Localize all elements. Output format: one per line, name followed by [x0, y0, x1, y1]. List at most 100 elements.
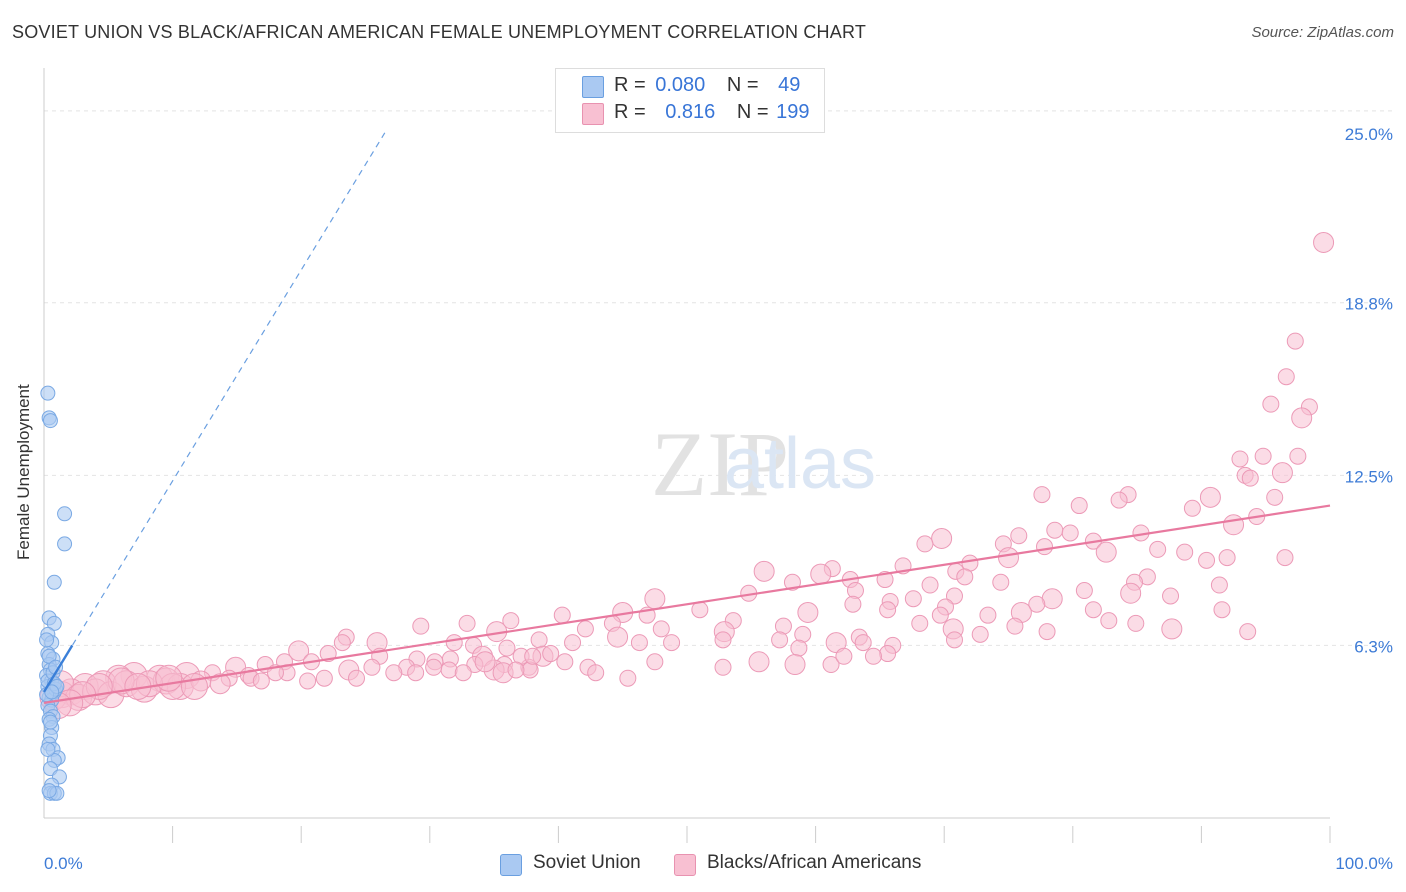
data-point-blacks — [1149, 540, 1167, 558]
data-point-soviet — [41, 783, 57, 799]
legend-n-value: 49 — [778, 74, 801, 96]
data-point-blacks — [407, 664, 425, 682]
data-point-blacks — [1010, 527, 1028, 545]
data-point-blacks — [458, 614, 476, 632]
data-point-blacks — [663, 634, 681, 652]
data-point-blacks — [1271, 462, 1293, 484]
y-tick-label: 25.0% — [1345, 125, 1393, 144]
data-point-blacks — [333, 634, 351, 652]
data-point-blacks — [587, 664, 605, 682]
data-point-blacks — [347, 669, 365, 687]
data-point-blacks — [1291, 407, 1313, 429]
data-point-blacks — [502, 612, 520, 630]
data-point-blacks — [714, 658, 732, 676]
data-point-blacks — [979, 606, 997, 624]
data-point-blacks — [1239, 623, 1257, 641]
data-point-soviet — [46, 574, 62, 590]
data-point-soviet — [46, 615, 62, 631]
series-blacks-points — [39, 231, 1335, 720]
data-point-blacks — [1161, 618, 1183, 640]
y-tick-label: 12.5% — [1345, 467, 1393, 486]
data-point-soviet — [41, 648, 57, 664]
data-point-blacks — [1176, 543, 1194, 561]
data-point-blacks — [155, 664, 183, 692]
data-point-blacks — [454, 664, 472, 682]
data-point-blacks — [530, 631, 548, 649]
data-point-soviet — [40, 385, 56, 401]
data-point-blacks — [299, 672, 317, 690]
data-point-blacks — [753, 560, 775, 582]
data-point-blacks — [1070, 497, 1088, 515]
data-point-blacks — [363, 658, 381, 676]
data-point-blacks — [440, 661, 458, 679]
data-point-blacks — [1095, 541, 1117, 563]
data-point-blacks — [1046, 521, 1064, 539]
legend-r-value: 0.080 — [655, 74, 706, 96]
legend-swatch-blacks — [582, 103, 604, 125]
data-point-blacks — [619, 669, 637, 687]
data-point-blacks — [445, 634, 463, 652]
data-point-blacks — [956, 568, 974, 586]
gridlines — [44, 110, 1394, 646]
data-point-blacks — [1033, 486, 1051, 504]
legend-n-label: N = — [736, 101, 769, 123]
data-point-soviet — [42, 714, 58, 730]
legend-swatch-soviet — [582, 76, 604, 98]
data-point-blacks — [784, 654, 806, 676]
data-point-blacks — [998, 547, 1019, 569]
data-point-blacks — [524, 647, 542, 665]
x-tick-label: 100.0% — [1335, 854, 1393, 873]
data-point-blacks — [904, 590, 922, 608]
data-point-blacks — [1262, 395, 1280, 413]
data-point-blacks — [1223, 514, 1245, 536]
data-point-blacks — [1313, 231, 1335, 253]
y-tick-label: 6.3% — [1354, 637, 1393, 656]
watermark-zip: ZIP — [651, 413, 789, 515]
data-point-blacks — [1266, 488, 1284, 506]
data-point-blacks — [425, 658, 443, 676]
data-point-blacks — [846, 582, 864, 600]
source-label: Source: ZipAtlas.com — [1251, 24, 1394, 41]
data-point-soviet — [40, 741, 56, 757]
legend-label-soviet: Soviet Union — [533, 852, 641, 873]
data-point-blacks — [1289, 447, 1307, 465]
data-point-blacks — [542, 645, 560, 663]
data-point-blacks — [931, 606, 949, 624]
data-point-blacks — [1276, 549, 1294, 567]
trend-lines — [42, 132, 1331, 704]
legend-r-label: R = — [614, 101, 646, 123]
data-point-blacks — [945, 631, 963, 649]
data-point-blacks — [1241, 469, 1259, 487]
data-point-blacks — [1199, 486, 1221, 508]
data-point-blacks — [822, 656, 840, 674]
data-point-blacks — [1120, 582, 1142, 604]
chart-title: SOVIET UNION VS BLACK/AFRICAN AMERICAN F… — [12, 22, 867, 42]
data-point-blacks — [916, 535, 934, 553]
data-point-blacks — [854, 634, 872, 652]
data-point-blacks — [1127, 614, 1145, 632]
data-point-blacks — [1006, 617, 1024, 635]
trend-line-blacks — [43, 504, 1331, 704]
data-point-blacks — [556, 653, 574, 671]
data-point-blacks — [315, 669, 333, 687]
data-point-blacks — [864, 647, 882, 665]
data-point-blacks — [931, 527, 953, 549]
data-point-blacks — [1183, 499, 1201, 517]
data-point-blacks — [1038, 623, 1056, 641]
data-point-blacks — [474, 651, 496, 673]
data-point-blacks — [945, 587, 963, 605]
watermark-atlas: atlas — [724, 424, 876, 504]
data-point-blacks — [1028, 595, 1046, 613]
data-point-blacks — [1210, 576, 1228, 594]
legend-n-label: N = — [726, 74, 759, 96]
data-point-blacks — [825, 632, 847, 654]
data-point-blacks — [507, 661, 525, 679]
data-point-blacks — [911, 614, 929, 632]
data-point-blacks — [810, 563, 832, 585]
data-point-blacks — [553, 606, 571, 624]
data-point-blacks — [1231, 450, 1249, 468]
data-point-blacks — [748, 651, 770, 673]
data-point-blacks — [288, 640, 310, 662]
data-point-blacks — [521, 661, 539, 679]
